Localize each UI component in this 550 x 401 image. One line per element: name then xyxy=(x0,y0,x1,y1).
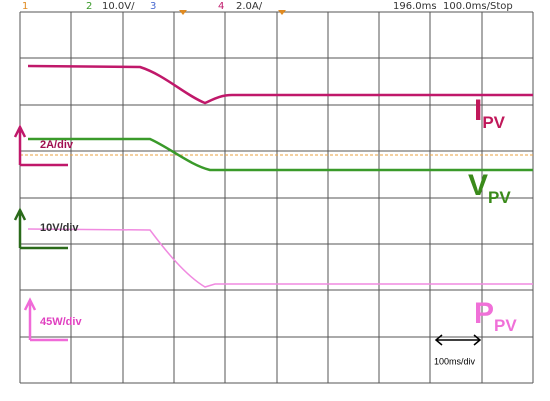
channel-scale: 2.0A/ xyxy=(236,1,263,12)
trigger-marker xyxy=(179,10,187,15)
timebase: 100.0ms/ xyxy=(443,1,491,12)
scale-label: 2A/div xyxy=(40,139,74,151)
symbol: I xyxy=(474,94,482,127)
channel: 2 xyxy=(86,1,92,12)
scale-label: 10V/div xyxy=(40,222,79,234)
status: Stop xyxy=(490,1,513,12)
time-scale: 100ms/div xyxy=(434,334,482,366)
voltage-trace xyxy=(28,137,533,172)
trace-label: PPV xyxy=(474,297,517,335)
symbol: V xyxy=(468,169,488,202)
channel: 4 xyxy=(218,1,224,12)
voltage-scale: 10V/div xyxy=(13,207,79,250)
subscript: PV xyxy=(488,188,511,207)
trigger-marker xyxy=(278,10,286,15)
scale-label: 45W/div xyxy=(40,316,82,328)
time-scale-label: 100ms/div xyxy=(434,356,476,366)
current-scale: 2A/div xyxy=(13,124,74,167)
delay: 196.0ms xyxy=(393,1,437,12)
channel-scale: 10.0V/ xyxy=(102,1,135,12)
subscript: PV xyxy=(482,113,505,132)
subscript: PV xyxy=(494,316,517,335)
trace-label: VPV xyxy=(468,169,511,207)
current-trace xyxy=(27,64,533,105)
grid xyxy=(19,11,534,384)
channel: 1 xyxy=(22,1,28,12)
header: 1 2 10.0V/ 3 4 2.0A/ 196.0ms 100.0ms/ St… xyxy=(22,1,513,15)
power-trace xyxy=(27,228,533,288)
trace-label: IPV xyxy=(474,94,506,132)
channel: 3 xyxy=(150,1,156,12)
power-scale: 45W/div xyxy=(23,297,82,342)
symbol: P xyxy=(474,297,494,330)
